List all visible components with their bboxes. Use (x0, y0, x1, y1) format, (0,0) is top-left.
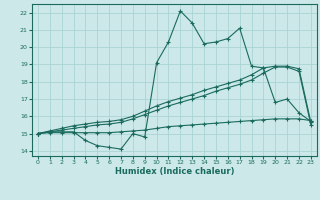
X-axis label: Humidex (Indice chaleur): Humidex (Indice chaleur) (115, 167, 234, 176)
